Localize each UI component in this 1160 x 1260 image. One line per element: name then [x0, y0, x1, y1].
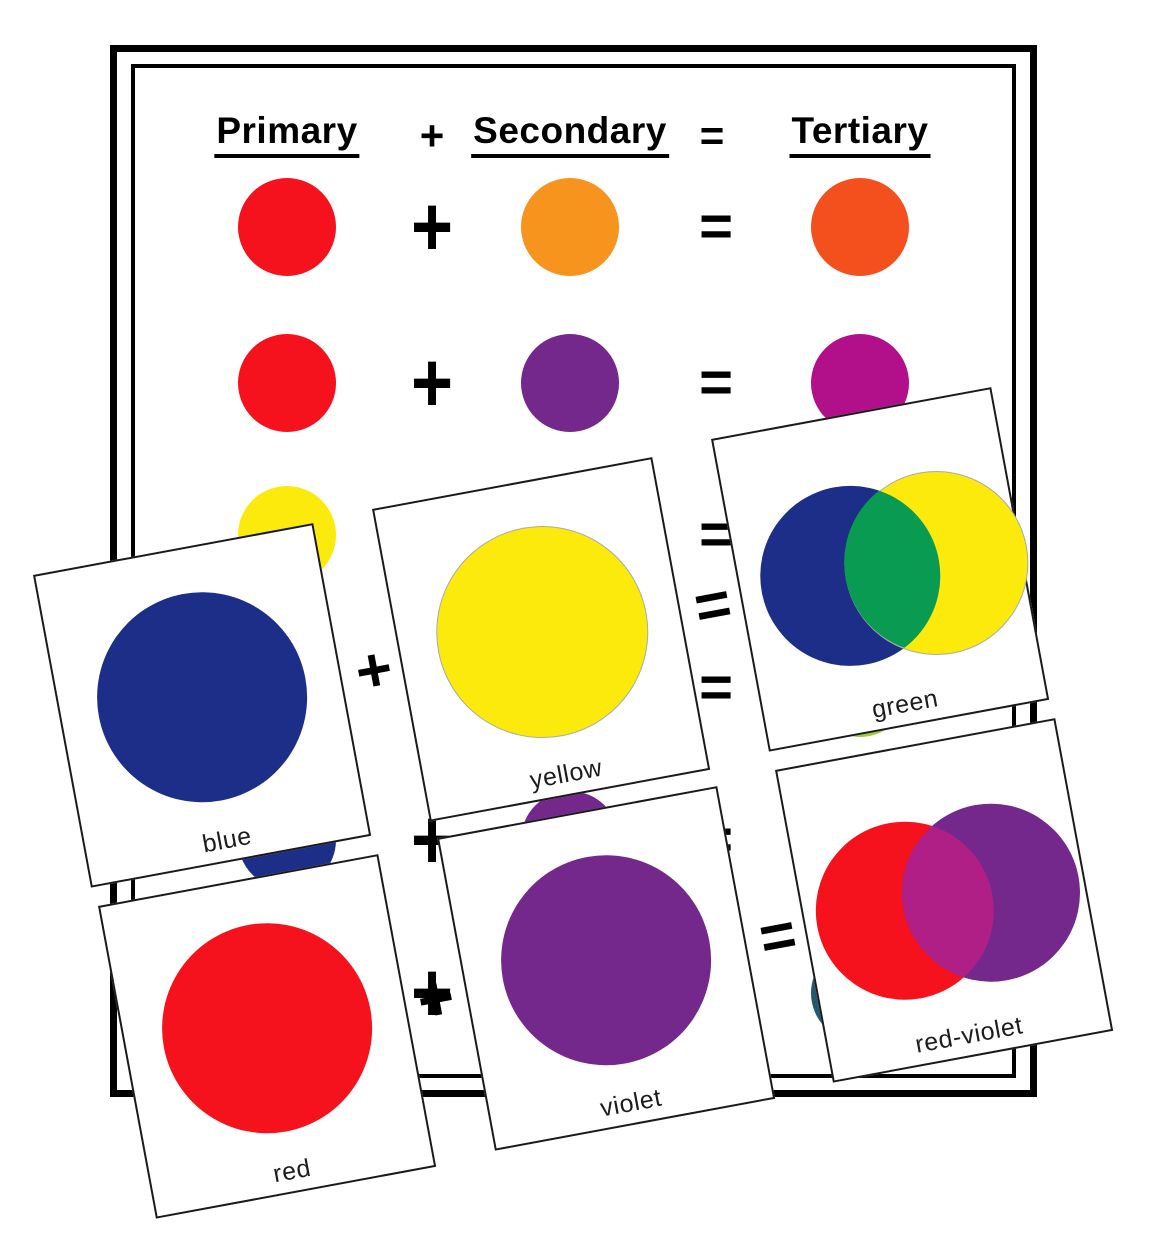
card-circle-violet	[483, 837, 729, 1083]
worksheet-equals-sign: =	[699, 350, 733, 415]
worksheet-circle-red	[238, 178, 336, 276]
worksheet-plus-sign: +	[410, 335, 454, 431]
color-card-red[interactable]: red	[98, 854, 437, 1219]
worksheet-circle-violet	[521, 334, 619, 432]
header-equals-sign: =	[699, 112, 725, 159]
header-tertiary: Tertiary	[789, 110, 931, 158]
worksheet-circle-orange	[521, 178, 619, 276]
card-circle-blue	[79, 574, 325, 820]
worksheet-equals-sign: =	[699, 194, 733, 259]
color-card-violet[interactable]: violet	[437, 786, 776, 1151]
header-plus-sign: +	[419, 112, 445, 159]
color-card-green[interactable]: green	[711, 387, 1050, 752]
color-card-blue[interactable]: blue	[33, 523, 372, 888]
worksheet-plus-sign: +	[410, 945, 454, 1041]
header-secondary: Secondary	[471, 110, 669, 158]
color-card-red-violet[interactable]: red-violet	[775, 718, 1114, 1083]
worksheet-plus-sign: +	[410, 179, 454, 275]
color-card-yellow[interactable]: yellow	[372, 457, 711, 822]
worksheet-circle-red	[238, 334, 336, 432]
card-circle-yellow	[418, 508, 666, 756]
card-circle-red	[144, 905, 390, 1151]
worksheet-equals-sign: =	[699, 655, 733, 720]
worksheet-circle-red-orange	[811, 178, 909, 276]
header-primary: Primary	[214, 110, 360, 158]
card-label-violet: violet	[598, 1083, 665, 1123]
card-label-red: red	[270, 1153, 314, 1189]
